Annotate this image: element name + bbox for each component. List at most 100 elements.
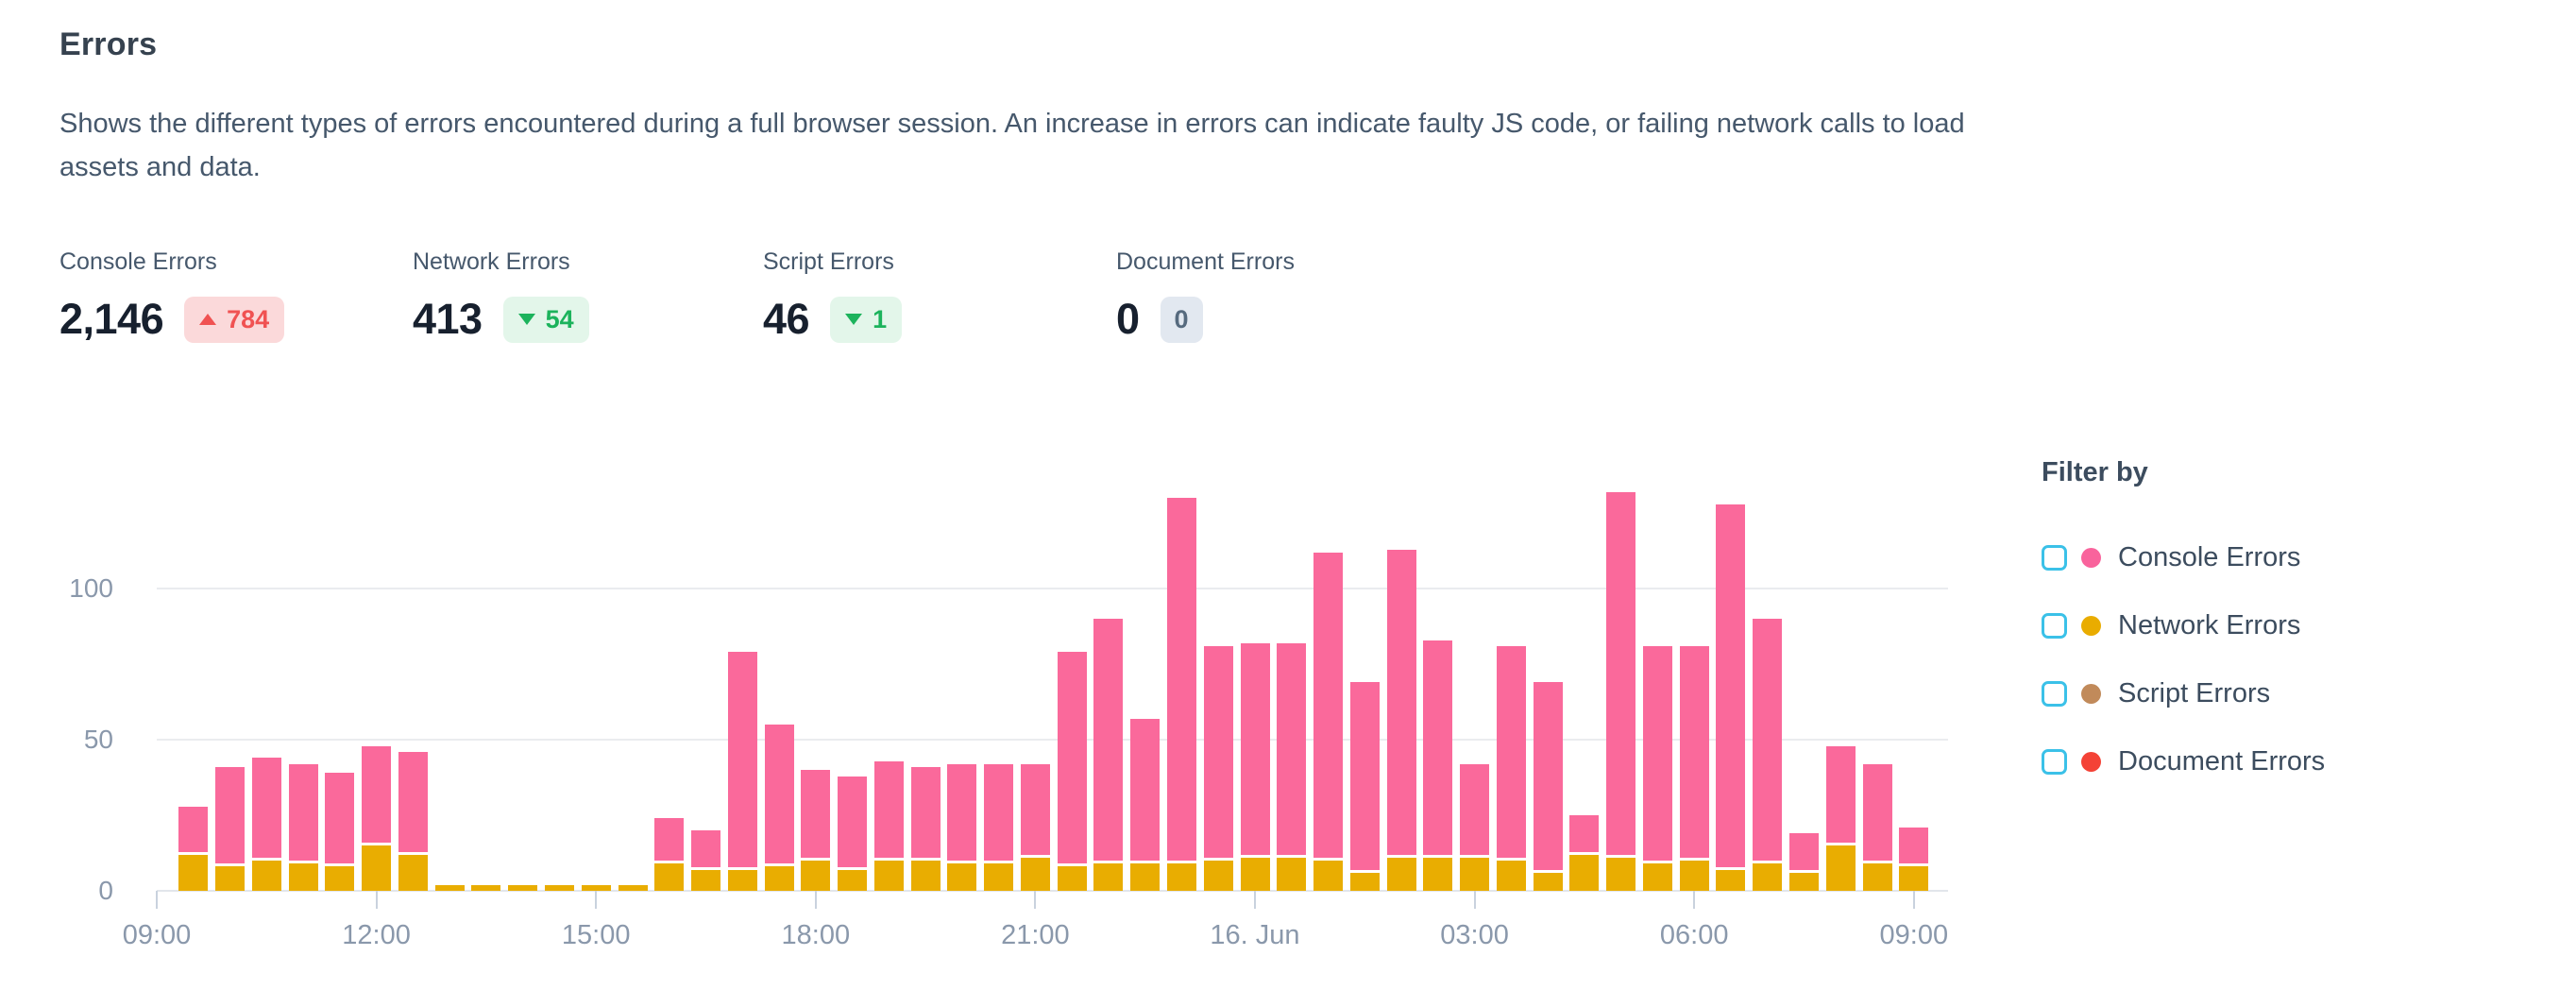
chart-bar[interactable]	[1277, 642, 1307, 891]
chart-bar[interactable]	[1899, 828, 1929, 891]
chart-bar[interactable]	[1166, 498, 1196, 891]
chart-bar[interactable]	[801, 770, 831, 891]
bar-segment-console-errors	[325, 773, 355, 864]
x-tick	[814, 891, 817, 909]
chart-bar[interactable]	[1606, 491, 1636, 891]
delta-value: 784	[227, 304, 270, 333]
x-axis-label: 12:00	[342, 920, 411, 950]
chart-bar[interactable]	[691, 830, 720, 891]
errors-chart: 0 50 100 09:00 12:00 15:00 18:00 21:00 16. Jun 03…	[0, 416, 2040, 990]
legend-label: Network Errors	[2118, 609, 2301, 640]
bar-segment-network-errors	[1606, 857, 1636, 891]
chart-bar[interactable]	[1386, 549, 1416, 891]
chart-bar[interactable]	[984, 763, 1014, 891]
x-tick	[1912, 891, 1915, 909]
legend-item-network-errors[interactable]: Network Errors	[2042, 606, 2325, 644]
bar-segment-network-errors	[873, 860, 904, 891]
chart-bar[interactable]	[1825, 745, 1856, 891]
bar-segment-network-errors	[838, 869, 868, 891]
chart-bar[interactable]	[1460, 763, 1490, 891]
chart-bar[interactable]	[251, 758, 281, 891]
chart-bar[interactable]	[1716, 504, 1746, 891]
chart-bar[interactable]	[581, 884, 611, 891]
chart-bar[interactable]	[1533, 682, 1563, 891]
chart-bar[interactable]	[1789, 833, 1819, 891]
bar-segment-network-errors	[1533, 872, 1563, 891]
chart-bar[interactable]	[1203, 646, 1233, 891]
chart-bar[interactable]	[838, 776, 868, 891]
chart-bar[interactable]	[1423, 640, 1453, 891]
chart-bar[interactable]	[508, 884, 538, 891]
chart-bar[interactable]	[1569, 815, 1600, 891]
bar-segment-network-errors	[1203, 861, 1233, 891]
chart-bar[interactable]	[1093, 619, 1124, 891]
bar-segment-console-errors	[1313, 552, 1343, 858]
chart-bar[interactable]	[1679, 646, 1709, 891]
chart-bar[interactable]	[1349, 682, 1380, 891]
chart-bar[interactable]	[215, 767, 245, 891]
bar-segment-network-errors	[947, 863, 977, 891]
chart-bar[interactable]	[910, 767, 941, 891]
chart-bar[interactable]	[1313, 552, 1343, 891]
chart-bar[interactable]	[471, 884, 501, 891]
chart-bar[interactable]	[1240, 642, 1270, 891]
bar-segment-network-errors	[910, 861, 941, 891]
metric-label: Console Errors	[59, 248, 217, 275]
bar-segment-console-errors	[288, 763, 318, 862]
bar-segment-console-errors	[362, 745, 392, 843]
chart-bar[interactable]	[398, 752, 428, 891]
delta-value: 1	[873, 304, 888, 333]
bar-segment-console-errors	[1460, 763, 1490, 855]
bar-segment-network-errors	[544, 884, 574, 891]
bar-segment-network-errors	[1166, 863, 1196, 891]
chart-bar[interactable]	[1642, 646, 1672, 891]
x-tick	[1034, 891, 1037, 909]
bar-segment-network-errors	[1277, 857, 1307, 891]
metric-label: Network Errors	[413, 248, 570, 275]
bar-segment-console-errors	[1386, 549, 1416, 855]
bar-segment-network-errors	[654, 863, 685, 891]
x-axis-label: 16. Jun	[1210, 920, 1300, 950]
bar-segment-network-errors	[1313, 860, 1343, 891]
console-errors-checkbox[interactable]	[2042, 544, 2067, 571]
chart-bar[interactable]	[764, 725, 794, 891]
chart-bar[interactable]	[1862, 763, 1892, 891]
chart-bar[interactable]	[325, 773, 355, 891]
bar-segment-network-errors	[1423, 857, 1453, 891]
legend-item-script-errors[interactable]: Script Errors	[2042, 674, 2325, 712]
chart-bar[interactable]	[1496, 646, 1526, 891]
legend-item-document-errors[interactable]: Document Errors	[2042, 742, 2325, 780]
bar-segment-network-errors	[1240, 857, 1270, 891]
x-tick	[595, 891, 598, 909]
y-axis-label: 0	[98, 876, 113, 905]
chart-bar[interactable]	[654, 818, 685, 891]
chart-bar[interactable]	[544, 884, 574, 891]
network-errors-checkbox[interactable]	[2042, 612, 2067, 639]
chart-bar[interactable]	[1057, 652, 1087, 891]
bar-segment-console-errors	[1277, 642, 1307, 855]
chart-bar[interactable]	[947, 763, 977, 891]
chart-bar[interactable]	[1753, 619, 1783, 891]
document-errors-checkbox[interactable]	[2042, 748, 2067, 775]
bar-segment-console-errors	[764, 725, 794, 864]
chart-bar[interactable]	[1020, 763, 1050, 891]
chart-bar[interactable]	[727, 652, 757, 891]
x-axis-label: 21:00	[1001, 920, 1070, 950]
script-errors-checkbox[interactable]	[2042, 680, 2067, 707]
bar-segment-console-errors	[1825, 745, 1856, 843]
chart-bar[interactable]	[178, 806, 209, 891]
chart-bar[interactable]	[434, 884, 465, 891]
chart-bar[interactable]	[288, 763, 318, 891]
x-axis-label: 03:00	[1440, 920, 1509, 950]
bar-segment-console-errors	[1423, 640, 1453, 855]
document-errors-dot-icon	[2081, 751, 2101, 772]
legend-item-console-errors[interactable]: Console Errors	[2042, 538, 2325, 576]
chart-bar[interactable]	[618, 884, 648, 891]
chart-bar[interactable]	[362, 745, 392, 891]
bar-segment-network-errors	[984, 863, 1014, 891]
chart-bar[interactable]	[1130, 718, 1161, 891]
chart-bar[interactable]	[873, 760, 904, 891]
bar-segment-network-errors	[801, 860, 831, 891]
bar-segment-console-errors	[1606, 491, 1636, 855]
